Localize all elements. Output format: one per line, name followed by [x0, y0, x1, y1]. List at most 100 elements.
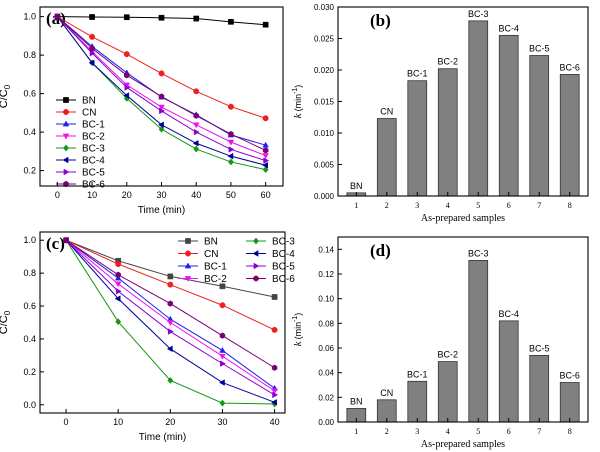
y-tick-label: 0.08 — [318, 319, 334, 328]
data-point — [227, 103, 234, 110]
legend-swatch-marker — [62, 156, 69, 164]
legend-swatch-marker — [185, 250, 191, 257]
legend-label: BC-1 — [82, 120, 105, 131]
data-point — [167, 328, 174, 335]
data-point — [63, 237, 69, 244]
data-point — [167, 273, 174, 280]
data-point — [262, 166, 269, 174]
bar-bc-4 — [498, 320, 519, 423]
data-point — [219, 399, 226, 407]
bar-label: BC-2 — [437, 350, 458, 360]
bar-label: BC-2 — [437, 57, 458, 67]
legend-swatch-marker — [62, 120, 70, 127]
bar-label: BN — [350, 181, 363, 191]
x-tick-label: 2 — [385, 427, 389, 436]
data-point — [123, 51, 130, 58]
legend-swatch-marker — [63, 97, 69, 103]
legend-swatch-marker — [63, 168, 70, 176]
legend-swatch-marker — [62, 133, 70, 140]
x-tick-label: 10 — [113, 417, 123, 427]
x-tick-label: 3 — [415, 427, 419, 436]
legend-item-bn: BN — [56, 96, 96, 107]
bar-label: BC-1 — [407, 69, 428, 79]
y-tick-label: 0.8 — [23, 50, 36, 60]
bar-label: BN — [350, 396, 363, 406]
data-point — [271, 388, 278, 395]
legend-swatch-marker — [184, 262, 192, 269]
y-tick-label: 0.025 — [314, 35, 335, 44]
legend-swatch-marker — [253, 275, 259, 282]
data-point — [114, 281, 122, 288]
legend-label: BC-5 — [82, 168, 105, 179]
data-point — [167, 320, 174, 326]
y-tick-label: 0.06 — [318, 344, 334, 353]
panel-b-bar-chart: (b) 0.000 0.005 0.010 0.015 0.020 0.025 0.030 BN… — [292, 3, 589, 224]
bar-bc-3 — [468, 20, 489, 197]
data-point — [262, 115, 269, 122]
bar-label: BC-5 — [529, 343, 550, 353]
data-point — [158, 70, 165, 77]
x-tick-label: 30 — [217, 417, 227, 427]
bar-label: BC-4 — [498, 309, 519, 319]
legend-item-bn: BN — [178, 237, 218, 248]
y-tick-label: 1.0 — [23, 12, 36, 22]
data-point — [115, 287, 122, 295]
x-tick-label: 0 — [55, 190, 60, 200]
x-tick-label: 5 — [476, 201, 480, 210]
bar-bc-2 — [437, 361, 458, 423]
panel-label: (b) — [370, 11, 391, 30]
legend-swatch-marker — [253, 262, 260, 270]
y-tick-label: 0.6 — [23, 89, 36, 99]
data-point — [158, 104, 165, 111]
y-tick-label: 0.2 — [23, 166, 36, 176]
data-point — [166, 345, 173, 353]
legend-swatch-marker — [63, 144, 69, 152]
y-tick-label: 0.12 — [318, 270, 334, 279]
bar-bc-1 — [407, 380, 428, 423]
panel-d-bar-chart: (d) 0.00 0.02 0.04 0.06 0.08 0.10 0.12 0.14 BN 1 CN… — [292, 236, 589, 450]
data-point — [262, 147, 269, 154]
bar-bc-4 — [498, 34, 519, 197]
y-tick-label: 0.04 — [318, 369, 334, 378]
y-axis-label: k(min-1) — [292, 85, 304, 119]
bar-bc-6 — [559, 74, 580, 197]
bar-label: BC-3 — [468, 248, 489, 258]
y-tick-label: 0.005 — [314, 161, 335, 170]
x-tick-label: 8 — [568, 201, 572, 210]
x-tick-label: 40 — [270, 417, 280, 427]
bar-bc-6 — [559, 382, 580, 423]
x-tick-label: 2 — [385, 201, 389, 210]
legend-label: BC-4 — [82, 156, 105, 167]
bar-label: BC-3 — [468, 9, 489, 19]
legend-swatch-marker — [252, 250, 259, 257]
data-point — [158, 93, 165, 100]
data-point — [115, 318, 122, 326]
plot-frame — [337, 6, 589, 197]
data-point — [262, 21, 269, 28]
legend-item-cn: CN — [178, 249, 218, 260]
data-point — [192, 122, 200, 129]
data-point — [271, 326, 278, 333]
y-tick-label: 0.6 — [23, 301, 36, 311]
y-axis-label: k(min-1) — [292, 313, 304, 347]
y-tick-label: 0.00 — [318, 418, 334, 427]
data-point — [262, 161, 268, 169]
y-axis-label-sup: -1 — [292, 88, 299, 94]
data-point — [228, 158, 234, 166]
x-axis-label: As-prepared samples — [421, 439, 505, 450]
data-point — [167, 376, 174, 384]
series-bc-6 — [54, 13, 269, 154]
data-point — [219, 283, 226, 290]
plot-frame — [39, 231, 286, 414]
data-point — [271, 294, 278, 300]
y-axis-label-unit: (min — [293, 322, 303, 340]
legend-swatch-marker — [63, 180, 69, 188]
legend-label: BN — [204, 237, 218, 248]
x-tick-label: 50 — [226, 190, 236, 200]
data-point — [158, 125, 165, 133]
y-axis-label-unit: (min — [293, 94, 303, 112]
data-point — [124, 84, 131, 91]
data-point — [193, 128, 200, 136]
